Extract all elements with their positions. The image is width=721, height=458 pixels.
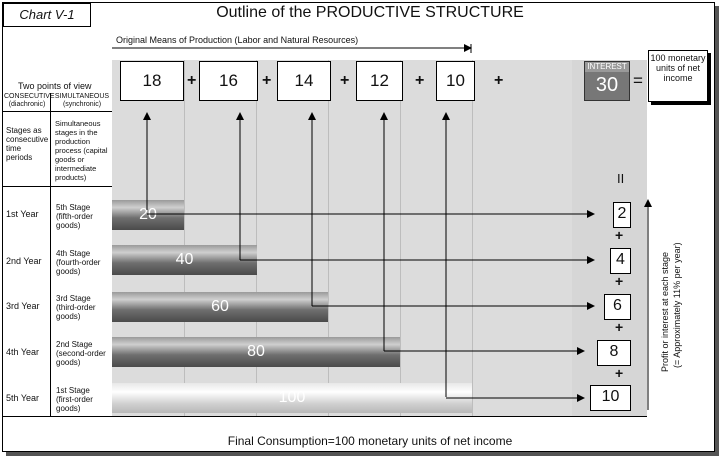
grid-line <box>256 60 257 416</box>
plus-sign: + <box>187 72 197 89</box>
stage-label: 4th Stage (fourth-order goods) <box>56 249 101 276</box>
stage-label: 3rd Stage (third-order goods) <box>56 294 96 321</box>
profit-box-10: 10 <box>590 385 631 411</box>
year-label: 3rd Year <box>6 301 40 311</box>
year-label: 4th Year <box>6 347 40 357</box>
profit-label-line1: Profit or interest at each stage <box>660 251 670 372</box>
simultaneous-sub: (synchronic) <box>62 101 102 108</box>
stage-label: 5th Stage (fifth-order goods) <box>56 203 93 230</box>
means-arrow <box>112 44 472 53</box>
simultaneous-header: SIMULTANEOUS (synchronic) <box>53 93 111 109</box>
chart-tag: Chart V-1 <box>3 3 91 27</box>
stage-label: 2nd Stage (second-order goods) <box>56 340 106 367</box>
stage-bar-100: 100 <box>112 383 472 413</box>
vertical-equals: II <box>617 171 625 186</box>
input-box-14: 14 <box>277 61 331 101</box>
stage-bar-80: 80 <box>112 337 400 367</box>
stage-bar-60: 60 <box>112 292 328 322</box>
consecutive-sub: (diachronic) <box>8 101 46 108</box>
bottom-divider <box>2 416 647 417</box>
stage-bar-20: 20 <box>112 200 184 230</box>
header-divider <box>2 111 112 112</box>
simultaneous-title: SIMULTANEOUS <box>54 93 110 100</box>
stage-label: 1st Stage (first-order goods) <box>56 386 93 413</box>
input-box-18: 18 <box>120 61 184 101</box>
plus-sign: + <box>415 72 425 89</box>
plus-sign: + <box>615 273 624 289</box>
profit-label-line2: (= Approximately 11% per year) <box>672 242 682 368</box>
plus-sign: + <box>615 365 624 381</box>
stages-consecutive: Stages as consecutive time periods <box>6 126 49 162</box>
means-label: Original Means of Production (Labor and … <box>116 35 359 45</box>
stages-divider <box>2 186 112 187</box>
interest-box: INTEREST 30 <box>584 61 630 101</box>
profit-box-4: 4 <box>610 248 631 274</box>
chart-title: Outline of the PRODUCTIVE STRUCTURE <box>216 4 524 21</box>
input-box-10: 10 <box>436 61 475 101</box>
grid-line <box>184 60 185 416</box>
plus-sign: + <box>615 227 624 243</box>
net-income-box: 100 monetary units of net income <box>648 50 708 102</box>
year-label: 1st Year <box>6 209 39 219</box>
stages-simultaneous: Simultaneous stages in the production pr… <box>55 119 108 182</box>
profit-box-2: 2 <box>613 202 631 228</box>
profit-box-6: 6 <box>604 294 631 320</box>
plus-sign: + <box>262 72 272 89</box>
consecutive-title: CONSECUTIVE <box>4 93 55 100</box>
input-box-12: 12 <box>356 61 403 101</box>
two-points-label: Two points of view <box>18 81 92 91</box>
consecutive-header: CONSECUTIVE (diachronic) <box>4 93 55 109</box>
final-consumption: Final Consumption=100 monetary units of … <box>227 434 513 448</box>
input-box-16: 16 <box>199 61 258 101</box>
year-label: 5th Year <box>6 393 40 403</box>
equals-sign: = <box>633 71 643 90</box>
grid-line <box>328 60 329 416</box>
grid-line <box>400 60 401 416</box>
year-label: 2nd Year <box>6 256 42 266</box>
stage-bar-40: 40 <box>112 245 257 275</box>
profit-box-8: 8 <box>597 340 631 366</box>
grid-line <box>472 60 473 416</box>
interest-value: 30 <box>595 74 619 96</box>
plus-sign: + <box>340 72 350 89</box>
plus-sign: + <box>494 72 504 89</box>
plus-sign: + <box>615 319 624 335</box>
interest-label: INTEREST <box>585 62 629 72</box>
column-divider <box>50 93 51 416</box>
